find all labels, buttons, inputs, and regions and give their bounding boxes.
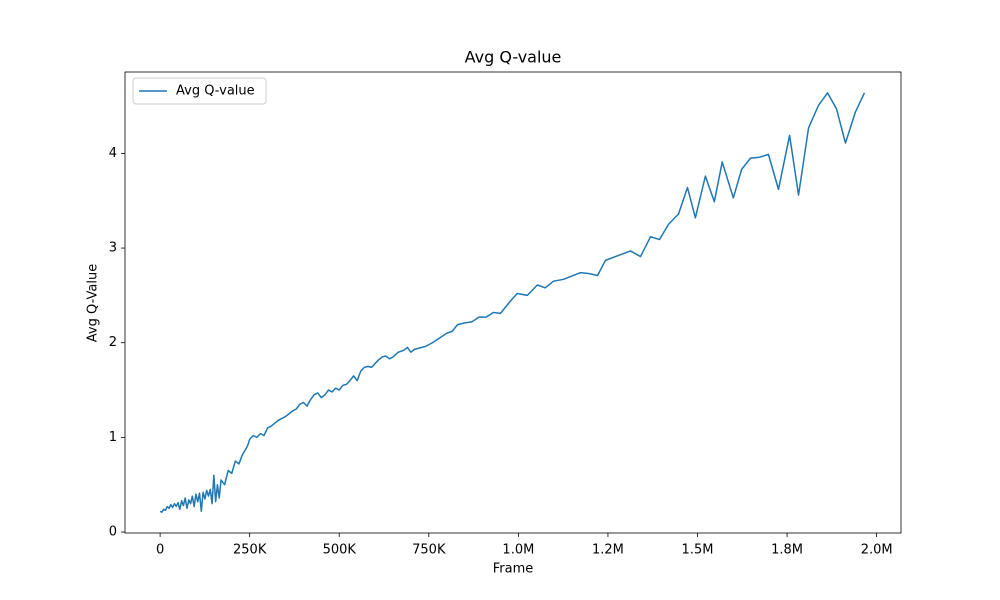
x-tick-label: 1.5M <box>682 543 714 558</box>
x-tick-label: 1.8M <box>771 543 803 558</box>
legend-box <box>132 77 267 105</box>
x-tick-label: 1.2M <box>592 543 624 558</box>
x-axis-label: Frame <box>493 562 534 577</box>
x-tick-label: 500K <box>323 543 357 558</box>
y-tick-label: 4 <box>109 146 117 161</box>
x-tick-label: 2.0M <box>861 543 893 558</box>
legend-label: Avg Q-value <box>176 84 255 99</box>
x-tick-label: 0 <box>156 543 164 558</box>
plot-frame <box>124 71 902 534</box>
x-tick-label: 250K <box>233 543 267 558</box>
y-tick-label: 2 <box>109 335 117 350</box>
y-tick-label: 3 <box>109 241 117 256</box>
x-tick-label: 1.0M <box>502 543 534 558</box>
chart-title: Avg Q-value <box>465 48 562 67</box>
x-tick-label: 750K <box>412 543 446 558</box>
y-tick-label: 1 <box>109 430 117 445</box>
data-line <box>159 92 866 513</box>
y-axis-label: Avg Q-Value <box>86 264 101 342</box>
y-tick-label: 0 <box>109 525 117 540</box>
